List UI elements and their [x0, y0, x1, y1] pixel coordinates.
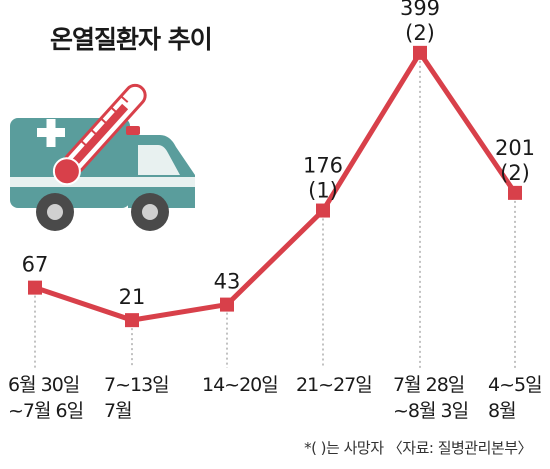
x-tick-label: 7월 28일 ~8월 3일	[393, 372, 503, 424]
source-note: *( )는 사망자 〈자료: 질병관리본부〉	[304, 439, 532, 457]
x-tick-line: 14~20일	[202, 374, 279, 396]
data-point-marker	[220, 297, 234, 312]
chart-title: 온열질환자 추이	[50, 25, 213, 54]
deaths-label: (1)	[308, 179, 338, 203]
data-point-marker	[28, 280, 42, 295]
x-tick-line: 21~27일	[296, 374, 373, 396]
x-tick-label: 6월 30일 ~7월 6일	[8, 372, 118, 424]
x-tick-line: 4~5일	[488, 374, 543, 396]
x-tick-line: 7월 28일	[393, 374, 465, 396]
x-tick-line: 7~13일	[104, 374, 170, 396]
value-label: 201	[495, 136, 535, 160]
x-tick-line: ~7월 6일	[8, 400, 84, 422]
x-tick-label: 14~20일	[202, 372, 312, 398]
value-label: 43	[214, 270, 241, 294]
x-tick-label: 21~27일	[296, 372, 406, 398]
data-point-marker	[125, 313, 139, 328]
deaths-label: (2)	[500, 161, 530, 185]
x-tick-line: 7월	[104, 400, 133, 422]
x-tick-line: ~8월 3일	[393, 400, 469, 422]
data-point-marker	[508, 185, 522, 200]
guide-lines	[34, 60, 516, 368]
x-tick-line: 8월	[488, 400, 517, 422]
x-tick-line: 6월 30일	[8, 374, 80, 396]
markers	[28, 45, 522, 328]
value-label: 176	[303, 154, 343, 178]
x-tick-label: 4~5일 8월	[488, 372, 550, 424]
series-polyline	[34, 50, 518, 323]
value-label: 21	[119, 285, 146, 309]
deaths-label: (2)	[405, 21, 435, 45]
thermometer-icon	[52, 83, 147, 186]
data-point-marker	[413, 45, 427, 60]
value-label: 399	[400, 0, 440, 20]
x-tick-label: 7~13일 7월	[104, 372, 214, 424]
data-point-marker	[316, 203, 330, 218]
series-line	[34, 50, 518, 323]
value-label: 67	[22, 253, 49, 277]
